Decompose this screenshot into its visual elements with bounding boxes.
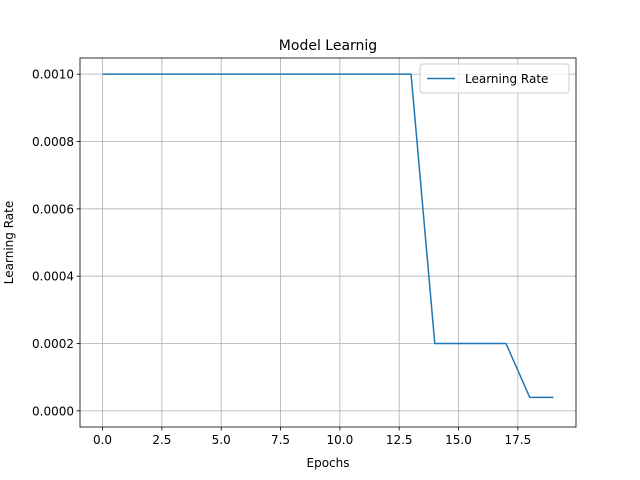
legend: Learning Rate <box>419 63 570 94</box>
series-line-learning-rate <box>102 73 554 399</box>
y-tick-label: 0.0008 <box>32 135 74 149</box>
x-tick-label: 17.5 <box>504 433 531 447</box>
x-tick-label: 0.0 <box>93 433 112 447</box>
chart-title: Model Learnig <box>279 38 377 54</box>
y-axis-label: Learning Rate <box>2 201 16 284</box>
y-tick-label: 0.0004 <box>32 270 74 284</box>
legend-label-learning-rate: Learning Rate <box>465 72 548 86</box>
y-tick-label: 0.0006 <box>32 202 74 216</box>
y-tick-label: 0.0002 <box>32 337 74 351</box>
x-tick-label: 5.0 <box>212 433 231 447</box>
x-tick-label: 7.5 <box>271 433 290 447</box>
plot-frame <box>79 57 577 428</box>
x-tick-label: 2.5 <box>152 433 171 447</box>
x-tick-label: 10.0 <box>327 433 354 447</box>
y-tick-label: 0.0000 <box>32 404 74 418</box>
axis-ticks: 0.0 2.5 5.0 7.5 10.0 12.5 15.0 17.5 0.0000 0.0002… <box>32 68 531 447</box>
x-tick-label: 12.5 <box>386 433 413 447</box>
x-tick-label: 15.0 <box>445 433 472 447</box>
y-tick-label: 0.0010 <box>32 68 74 82</box>
x-axis-label: Epochs <box>307 456 350 470</box>
legend-box <box>419 63 570 94</box>
series-lines <box>102 73 554 399</box>
